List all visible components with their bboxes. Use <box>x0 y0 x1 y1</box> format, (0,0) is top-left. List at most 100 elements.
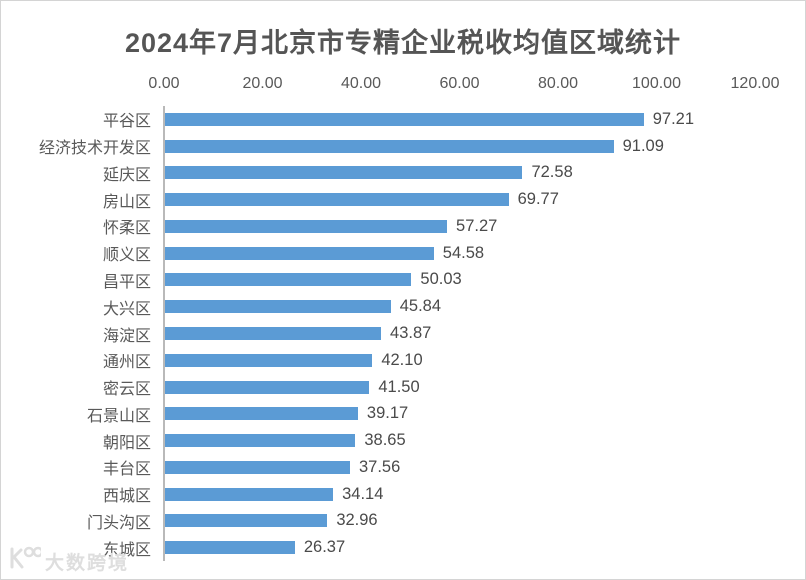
category-label: 大兴区 <box>102 300 151 318</box>
bar <box>165 166 523 180</box>
bar <box>165 327 382 340</box>
value-label: 32.96 <box>336 511 378 530</box>
value-label: 54.58 <box>442 243 485 262</box>
bar <box>165 541 295 555</box>
bar <box>165 353 373 367</box>
bar-track: 57.27 <box>165 217 756 236</box>
category-label: 朝阳区 <box>102 434 151 452</box>
value-label: 57.27 <box>456 216 498 235</box>
bar-track: 37.56 <box>165 458 756 477</box>
bar-row: 西城区 34.14 <box>1 481 805 508</box>
value-label: 69.77 <box>517 190 559 209</box>
bar-track: 45.84 <box>165 297 756 316</box>
category-label: 西城区 <box>102 488 151 506</box>
bar-row: 丰台区 37.56 <box>1 454 805 481</box>
bar-track: 91.09 <box>165 137 756 156</box>
bar <box>165 460 350 474</box>
bar-track: 69.77 <box>165 190 756 209</box>
value-label: 45.84 <box>399 297 442 316</box>
x-axis-tick-label: 80.00 <box>537 75 579 92</box>
bar-track: 34.14 <box>165 485 756 504</box>
bar <box>165 407 358 421</box>
category-label: 延庆区 <box>102 166 151 184</box>
category-label: 经济技术开发区 <box>38 140 151 158</box>
bar-track: 39.17 <box>165 404 756 423</box>
category-label: 丰台区 <box>102 461 151 479</box>
watermark: 大数跨境 <box>7 546 129 576</box>
bar-track: 41.50 <box>165 378 756 397</box>
bar-row: 通州区 42.10 <box>1 347 805 374</box>
x-axis-tick-label: 120.00 <box>730 75 780 92</box>
value-label: 42.10 <box>381 350 423 369</box>
category-label: 顺义区 <box>102 247 151 265</box>
bar <box>165 380 370 394</box>
chart-title: 2024年7月北京市专精企业税收均值区域统计 <box>124 28 682 58</box>
value-label: 43.87 <box>390 324 432 342</box>
watermark-text: 大数跨境 <box>45 552 130 574</box>
bar-row: 海淀区 43.87 <box>1 320 805 347</box>
bar <box>165 219 448 233</box>
value-label: 97.21 <box>652 109 695 128</box>
bar-row: 延庆区 72.58 <box>1 160 805 187</box>
x-axis-tick-label: 20.00 <box>242 75 283 92</box>
bar-row: 大兴区 45.84 <box>1 293 805 320</box>
bar <box>165 193 509 207</box>
bar-row: 门头沟区 32.96 <box>1 507 805 534</box>
value-label: 38.65 <box>364 431 406 450</box>
bar-row: 平谷区 97.21 <box>1 106 805 133</box>
bar-row: 石景山区 39.17 <box>1 400 805 427</box>
bar <box>165 487 334 501</box>
bar-row: 顺义区 54.58 <box>1 240 805 267</box>
x-axis-tick-label: 100.00 <box>632 75 681 92</box>
bar <box>165 246 434 260</box>
value-label: 39.17 <box>366 404 409 423</box>
x-axis-tick-label: 40.00 <box>340 75 382 92</box>
category-label: 门头沟区 <box>86 514 151 532</box>
bar <box>165 514 328 528</box>
value-label: 26.37 <box>303 538 346 557</box>
category-label: 海淀区 <box>102 327 151 345</box>
value-label: 34.14 <box>342 484 384 503</box>
value-label: 72.58 <box>531 163 573 182</box>
bar-track: 54.58 <box>165 244 756 263</box>
category-label: 通州区 <box>102 354 151 372</box>
category-label: 怀柔区 <box>102 220 151 238</box>
watermark-logo-icon <box>7 546 44 576</box>
category-label: 平谷区 <box>102 113 151 131</box>
value-label: 91.09 <box>622 136 664 155</box>
bar-row: 昌平区 50.03 <box>1 267 805 294</box>
bar-track: 72.58 <box>165 163 756 182</box>
bar <box>165 300 391 314</box>
category-label: 昌平区 <box>102 273 151 291</box>
bar-track: 43.87 <box>165 324 756 343</box>
bar-row: 东城区 26.37 <box>1 534 805 561</box>
bar <box>165 139 614 153</box>
bar-track: 26.37 <box>165 538 756 557</box>
category-label: 房山区 <box>102 193 151 211</box>
category-label: 石景山区 <box>86 407 151 425</box>
bar-row: 朝阳区 38.65 <box>1 427 805 454</box>
value-label: 37.56 <box>358 457 401 476</box>
x-axis: 0.00 20.00 40.00 60.00 80.00 100.00 120.00 <box>148 75 779 97</box>
bar-row: 房山区 69.77 <box>1 186 805 213</box>
bar-track: 97.21 <box>165 110 756 129</box>
bar-track: 42.10 <box>165 351 756 370</box>
category-label: 密云区 <box>102 381 151 399</box>
x-axis-tick-label: 60.00 <box>439 75 480 92</box>
bar-row: 经济技术开发区 91.09 <box>1 133 805 160</box>
bar-track: 32.96 <box>165 511 756 530</box>
category-label: 东城区 <box>102 541 151 559</box>
bar <box>165 434 356 448</box>
bar-track: 38.65 <box>165 431 756 450</box>
bar-plot-area: 平谷区 97.21 经济技术开发区 91.09 延庆区 72.58 房山区 69.77 怀柔区 5… <box>1 106 805 561</box>
bar-row: 密云区 41.50 <box>1 374 805 401</box>
bar-row: 怀柔区 57.27 <box>1 213 805 240</box>
bar <box>165 273 412 287</box>
bar-track: 50.03 <box>165 270 756 289</box>
bar <box>165 112 644 126</box>
value-label: 50.03 <box>420 270 462 289</box>
value-label: 41.50 <box>378 377 420 396</box>
x-axis-tick-label: 0.00 <box>148 75 180 92</box>
y-axis-line <box>163 106 165 561</box>
